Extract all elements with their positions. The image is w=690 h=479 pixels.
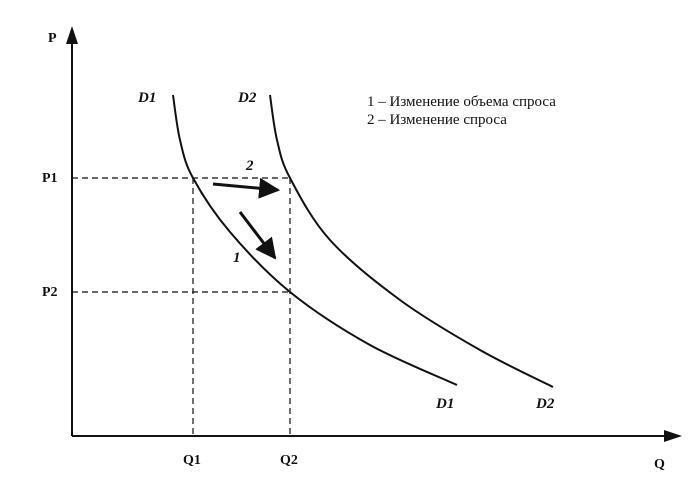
legend-item: 1 – Изменение объема спроса <box>367 94 556 110</box>
curve-label: D2 <box>237 90 257 106</box>
legend-item: 2 – Изменение спроса <box>367 112 507 128</box>
curve-label: D1 <box>137 90 156 106</box>
x-axis-label: Q <box>654 457 665 472</box>
price-label: P1 <box>42 171 58 186</box>
arrow-label: 1 <box>233 250 241 266</box>
quantity-label: Q1 <box>183 453 201 468</box>
quantity-label: Q2 <box>280 453 298 468</box>
guides <box>72 177 291 436</box>
demand-curve <box>172 94 458 386</box>
x-axis-arrow <box>664 430 682 442</box>
y-axis-label: P <box>48 31 57 46</box>
price-label: P2 <box>42 285 58 300</box>
movement-arrow <box>238 211 277 260</box>
shift-arrow <box>212 177 281 199</box>
curve-label: D1 <box>435 396 454 412</box>
curve-label: D2 <box>535 396 555 412</box>
demand-curve <box>269 94 554 388</box>
arrow-label: 2 <box>245 158 254 174</box>
y-axis-arrow <box>66 26 78 44</box>
